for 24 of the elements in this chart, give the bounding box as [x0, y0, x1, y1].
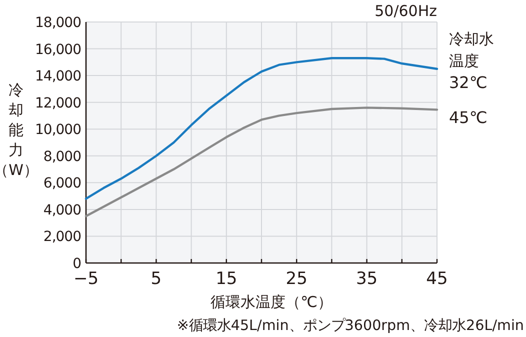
x-tick-label: 35 [356, 269, 378, 289]
line-series [84, 57, 438, 200]
y-tick-label: 18,000 [35, 15, 81, 31]
y-tick-label: 6,000 [43, 176, 81, 192]
line-series [84, 106, 438, 218]
series-label: 32℃ [449, 73, 488, 92]
text: ※循環水45L/min、ポンプ3600rpm、冷却水26L/min [176, 318, 524, 334]
x-tick-label: −5 [73, 269, 99, 289]
y-tick-label: 8,000 [43, 148, 81, 165]
legend-title: 冷却水温度 [449, 30, 494, 70]
y-tick-label: 2,000 [43, 229, 81, 246]
x-axis-title: 循環水温度（℃） [210, 293, 332, 311]
y-tick-label: 4,000 [43, 202, 81, 218]
x-tick-label: 45 [426, 269, 448, 289]
y-tick-label: 12,000 [35, 95, 81, 112]
series-label: 45℃ [449, 108, 488, 127]
x-tick-label: 5 [150, 269, 162, 289]
y-tick-label: 0 [72, 256, 81, 272]
chart-title: 50/60Hz [374, 2, 438, 20]
x-tick-label: 15 [216, 269, 238, 289]
y-tick-label: 16,000 [35, 42, 81, 58]
y-tick-label: 10,000 [35, 122, 81, 138]
x-tick-label: 25 [286, 269, 308, 289]
y-tick-label: 14,000 [35, 68, 81, 85]
